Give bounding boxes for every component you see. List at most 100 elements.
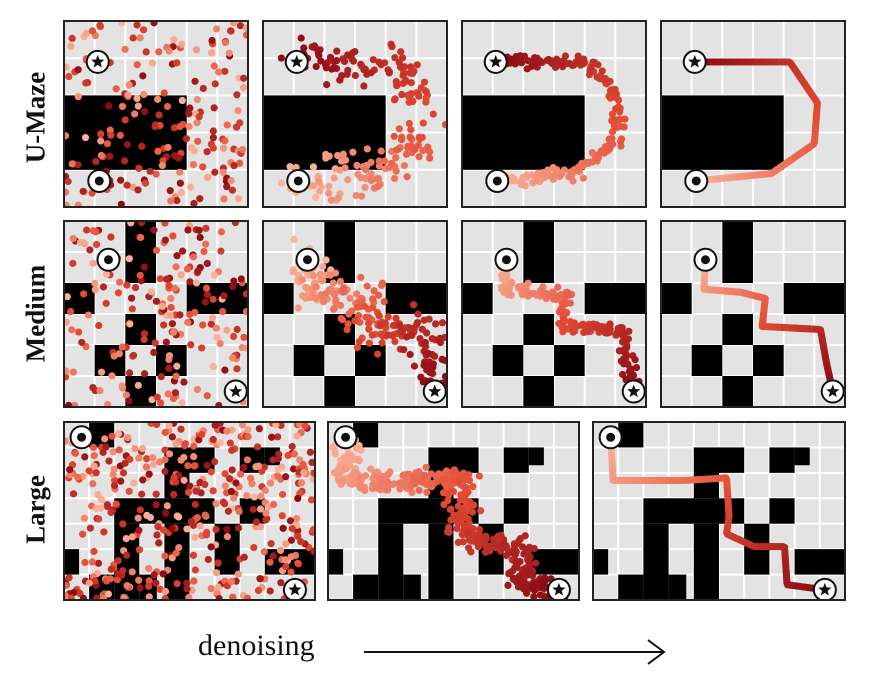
arrow-right-icon [364,639,666,665]
trajectory-point [82,29,91,37]
trajectory-point [378,339,386,347]
trajectory-point [474,535,483,543]
trajectory-point [402,76,410,84]
trajectory-point [262,509,270,517]
trajectory-point [373,484,382,492]
trajectory-point [211,168,219,176]
trajectory-point [86,246,94,254]
trajectory-point [277,579,285,587]
trajectory-point [161,236,169,244]
trajectory-point [419,378,427,386]
trajectory-point [200,247,208,256]
trajectory-point [65,574,73,582]
trajectory-point [71,449,80,457]
trajectory-point [136,34,144,42]
trajectory-point [348,471,356,479]
trajectory-point [250,543,258,552]
trajectory-point [135,576,143,584]
trajectory-point [336,301,345,310]
trajectory-point [196,522,204,530]
trajectory-point [344,320,352,328]
trajectory-point [374,182,382,191]
trajectory-point [203,528,211,536]
trajectory-point [290,450,299,458]
trajectory-point [449,467,457,476]
trajectory-point [125,487,133,495]
trajectory-point [282,540,290,548]
trajectory-point [210,62,218,70]
trajectory-point [429,110,437,118]
maze-wall [523,314,554,345]
trajectory-point [227,27,235,35]
trajectory-point [147,288,155,296]
trajectory-point [455,477,463,485]
row-label-umaze: U-Maze [20,71,51,164]
trajectory-point [203,461,211,470]
trajectory-point [168,320,177,328]
trajectory-point [63,293,71,301]
trajectory-point [287,568,295,576]
maze-wall [186,283,248,314]
trajectory-point [212,569,221,577]
trajectory-point [309,163,318,171]
trajectory-point [395,125,403,133]
trajectory-point [332,57,341,65]
trajectory-point [139,72,147,80]
trajectory-point [598,67,606,75]
trajectory-point [240,463,248,472]
trajectory-point [270,500,278,509]
trajectory-point [344,176,352,184]
trajectory-point [420,471,428,479]
trajectory-point [410,301,418,309]
trajectory-point [97,130,105,138]
trajectory-point [342,156,350,164]
trajectory-point [385,69,393,77]
trajectory-point [307,496,316,504]
trajectory-point [274,466,282,474]
trajectory-point [625,327,633,335]
trajectory-point [163,502,171,510]
trajectory-point [344,51,352,59]
trajectory-point [209,362,217,371]
trajectory-point [405,119,413,128]
maze-wall [324,376,355,407]
trajectory-point [69,259,77,267]
trajectory-point [227,487,236,496]
trajectory [63,421,316,601]
trajectory-point [198,344,206,352]
trajectory-point [177,188,185,197]
trajectory-point [308,458,316,467]
trajectory-point [107,233,115,241]
trajectory-point [119,469,128,477]
trajectory-point [367,158,375,166]
trajectory-point [134,186,142,194]
trajectory-point [136,584,144,592]
trajectory-point [155,48,163,56]
trajectory-point [605,328,614,336]
trajectory-point [97,137,105,145]
trajectory-point [199,84,207,93]
trajectory-point [65,72,73,81]
trajectory-point [194,267,202,275]
trajectory-point [102,299,110,307]
trajectory-point [329,443,337,451]
trajectory-point [68,326,76,334]
trajectory-point [167,197,175,205]
trajectory-point [504,581,512,590]
trajectory-point [334,151,342,160]
trajectory-point [336,277,344,285]
trajectory-point [121,116,129,124]
maze-wall [462,95,585,170]
trajectory-point [481,535,489,543]
trajectory-point [409,478,417,486]
trajectory-point [101,435,109,443]
trajectory-point [334,194,342,202]
trajectory-point [217,247,225,255]
trajectory-point [233,365,241,373]
start-marker-icon [69,425,94,450]
trajectory-point [375,291,383,299]
trajectory-point [98,495,106,504]
trajectory-point [349,57,358,65]
trajectory-point [621,115,629,123]
trajectory-point [621,337,629,346]
